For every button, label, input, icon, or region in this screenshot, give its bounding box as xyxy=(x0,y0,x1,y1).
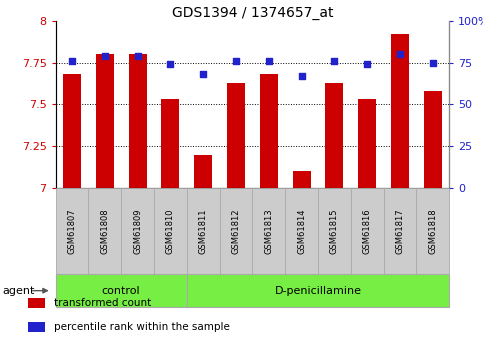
FancyBboxPatch shape xyxy=(318,188,351,274)
FancyBboxPatch shape xyxy=(187,274,449,307)
Bar xyxy=(293,171,311,188)
FancyBboxPatch shape xyxy=(384,188,416,274)
Bar xyxy=(260,74,278,188)
Point xyxy=(429,60,437,65)
Bar xyxy=(391,34,409,188)
Bar xyxy=(194,155,212,188)
Text: GSM61815: GSM61815 xyxy=(330,208,339,254)
FancyBboxPatch shape xyxy=(154,188,187,274)
FancyBboxPatch shape xyxy=(56,274,187,307)
Point xyxy=(298,73,305,79)
FancyBboxPatch shape xyxy=(351,188,384,274)
Title: GDS1394 / 1374657_at: GDS1394 / 1374657_at xyxy=(171,6,333,20)
Point xyxy=(68,58,76,63)
Text: D-penicillamine: D-penicillamine xyxy=(274,286,361,296)
Point xyxy=(363,61,371,67)
FancyBboxPatch shape xyxy=(88,188,121,274)
FancyBboxPatch shape xyxy=(121,188,154,274)
Text: GSM61816: GSM61816 xyxy=(363,208,372,254)
Bar xyxy=(358,99,376,188)
Text: GSM61814: GSM61814 xyxy=(297,208,306,254)
Text: transformed count: transformed count xyxy=(54,298,151,308)
Bar xyxy=(326,82,343,188)
Point xyxy=(396,51,404,57)
Point xyxy=(199,71,207,77)
Point xyxy=(265,58,272,63)
Text: GSM61817: GSM61817 xyxy=(396,208,404,254)
Text: GSM61818: GSM61818 xyxy=(428,208,437,254)
Bar xyxy=(161,99,179,188)
Text: percentile rank within the sample: percentile rank within the sample xyxy=(54,322,230,332)
Bar xyxy=(28,322,45,332)
Point xyxy=(134,53,142,59)
Text: GSM61813: GSM61813 xyxy=(264,208,273,254)
Text: GSM61808: GSM61808 xyxy=(100,208,109,254)
Bar xyxy=(28,297,45,308)
Text: GSM61809: GSM61809 xyxy=(133,208,142,254)
Text: agent: agent xyxy=(2,286,35,296)
Text: GSM61810: GSM61810 xyxy=(166,208,175,254)
Text: GSM61812: GSM61812 xyxy=(231,208,241,254)
FancyBboxPatch shape xyxy=(285,188,318,274)
FancyBboxPatch shape xyxy=(56,188,88,274)
Text: GSM61811: GSM61811 xyxy=(199,208,208,254)
Bar xyxy=(63,74,81,188)
Text: control: control xyxy=(102,286,141,296)
Bar xyxy=(227,82,245,188)
Point xyxy=(167,61,174,67)
FancyBboxPatch shape xyxy=(252,188,285,274)
Bar xyxy=(128,54,146,188)
Point xyxy=(232,58,240,63)
Point xyxy=(330,58,338,63)
FancyBboxPatch shape xyxy=(220,188,252,274)
FancyBboxPatch shape xyxy=(187,188,220,274)
Text: GSM61807: GSM61807 xyxy=(68,208,76,254)
Point xyxy=(101,53,109,59)
FancyBboxPatch shape xyxy=(416,188,449,274)
Bar xyxy=(424,91,442,188)
Bar xyxy=(96,54,114,188)
